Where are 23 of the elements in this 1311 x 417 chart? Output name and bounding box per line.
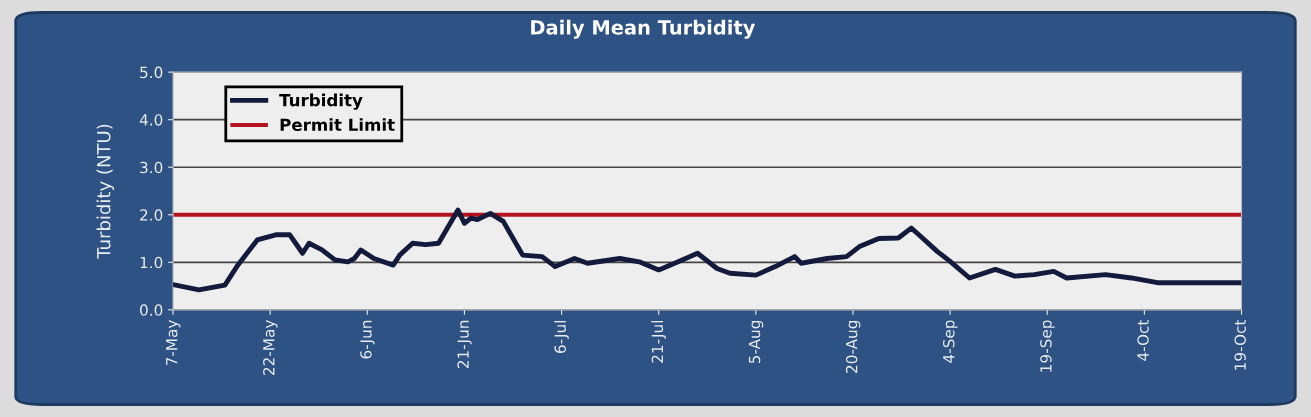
legend-label: Turbidity (279, 93, 363, 110)
y-tick-label: 0.0 (140, 304, 163, 316)
y-axis-title: Turbidity (NTU) (96, 124, 115, 259)
x-tick-label: 7-May (166, 320, 181, 366)
y-tick-label: 5.0 (140, 66, 163, 79)
x-tick-label: 21-Jul (651, 320, 666, 363)
x-tick-label: 4-Sep (942, 320, 958, 363)
x-tick-label: 19-Oct (1234, 319, 1246, 370)
x-tick-label: 5-Aug (748, 320, 764, 364)
y-tick-label: 2.0 (140, 209, 163, 221)
chart-title: Daily Mean Turbidity (531, 19, 756, 39)
x-tick-label: 22-May (263, 320, 278, 375)
x-tick-label: 6-Jun (360, 320, 375, 359)
y-tick-label: 4.0 (139, 114, 163, 126)
x-tick-label: 19-Sep (1040, 320, 1055, 372)
x-tick-label: 20-Aug (845, 320, 861, 373)
x-tick-label: 4-Oct (1137, 319, 1149, 361)
x-tick-label: 21-Jun (457, 320, 472, 369)
x-tick-label: 6-Jul (554, 320, 569, 354)
y-tick-label: 3.0 (140, 161, 163, 174)
legend-label: Permit Limit (280, 118, 395, 132)
line-series (173, 207, 1242, 293)
y-tick-label: 1.0 (140, 256, 163, 269)
